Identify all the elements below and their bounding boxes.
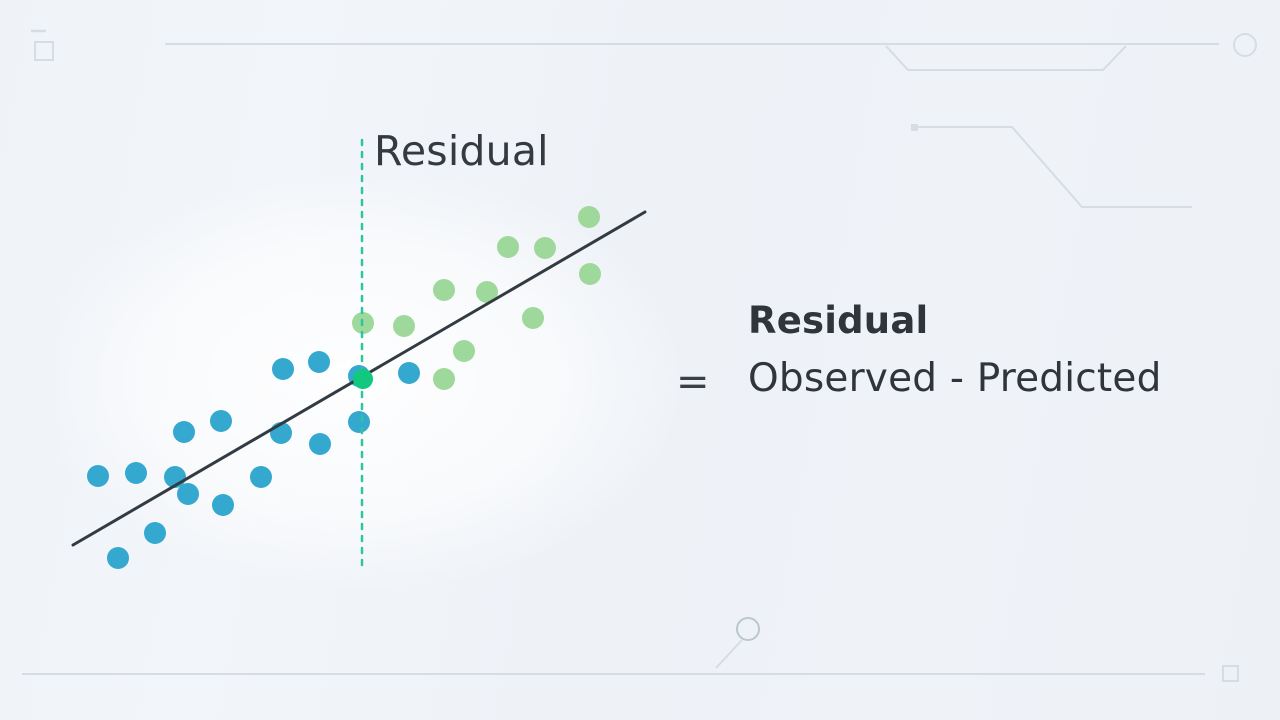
data-point-blue — [250, 466, 272, 488]
series-above-points — [352, 206, 601, 390]
residual-caption-label: Residual — [374, 127, 549, 175]
data-point-blue — [212, 494, 234, 516]
data-point-green — [578, 206, 600, 228]
data-point-blue — [173, 421, 195, 443]
data-point-blue — [125, 462, 147, 484]
data-point-blue — [177, 483, 199, 505]
highlight-data-point[interactable] — [353, 369, 373, 389]
data-point-green — [433, 279, 455, 301]
equation-term-label: Residual — [748, 299, 929, 342]
data-point-green — [453, 340, 475, 362]
data-point-blue — [144, 522, 166, 544]
data-point-blue — [272, 358, 294, 380]
data-point-blue — [210, 410, 232, 432]
data-point-blue — [107, 547, 129, 569]
data-point-green — [534, 237, 556, 259]
equation-equals-sign: = — [676, 359, 710, 405]
data-point-green — [522, 307, 544, 329]
data-point-green — [433, 368, 455, 390]
data-point-green — [497, 236, 519, 258]
data-point-green — [476, 281, 498, 303]
data-point-blue — [348, 411, 370, 433]
data-point-blue — [308, 351, 330, 373]
data-point-green — [579, 263, 601, 285]
series-highlight-point[interactable] — [353, 369, 373, 389]
equation-expression-label: Observed - Predicted — [748, 356, 1162, 401]
data-point-blue — [87, 465, 109, 487]
data-point-green — [393, 315, 415, 337]
data-point-blue — [398, 362, 420, 384]
data-point-blue — [309, 433, 331, 455]
